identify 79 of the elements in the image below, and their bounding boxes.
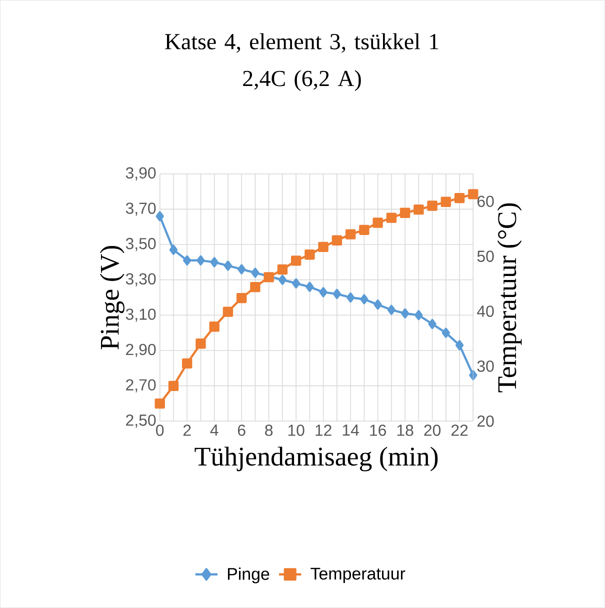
x-tick-label: 10 [288,424,304,436]
chart-title: Katse 4, element 3, tsükkel 1 [165,33,438,53]
x-tick-label: 18 [397,424,414,436]
point [359,224,370,236]
point [400,308,410,318]
x-tick-label: 0 [156,424,164,436]
point [442,328,450,338]
point [306,282,314,292]
point [264,272,274,282]
point [224,260,232,271]
x-axis-title: Tühjendamisaeg (min) [194,446,438,472]
y-tick-label: 2,50 [126,414,156,428]
point [196,338,206,349]
point [469,370,478,380]
point [454,192,465,204]
chart-subtitle: 2,4C (6,2 A) [243,70,361,91]
point [182,358,192,369]
point [237,264,246,274]
x-tick-label: 2 [183,424,191,436]
y2-tick-label: 40 [477,306,494,317]
legend-label: Temperatuur [310,568,406,583]
point [154,398,165,409]
point [304,250,315,260]
point [468,189,478,200]
y2-tick-label: 50 [477,250,494,262]
y2-tick-label: 20 [477,415,494,427]
point [374,299,382,310]
point [427,200,438,211]
x-tick-label: 4 [210,424,218,436]
y-tick-label: 3,90 [126,167,156,180]
point [156,211,164,222]
point [345,229,356,240]
point [346,292,355,303]
point [222,306,234,317]
point [290,256,302,266]
y-tick-label: 3,10 [126,308,156,322]
y-tick-label: 2,90 [126,344,156,358]
point [250,282,260,292]
point [332,288,342,300]
point [400,208,410,218]
point [168,380,179,392]
x-tick-label: 22 [451,424,468,436]
x-tick-label: 8 [265,424,273,436]
point [210,257,218,268]
y-tick-label: 3,30 [126,273,156,286]
x-tick-label: 14 [342,424,359,436]
point [318,242,328,252]
point [332,235,342,246]
y-tick-label: 3,70 [126,202,156,216]
x-tick-label: 16 [370,424,386,436]
point [455,340,464,350]
point [387,304,396,315]
point [440,196,452,207]
x-tick-label: 20 [424,424,441,436]
y2-axis-title: Temperatuur (°C) [497,203,522,392]
y2-tick-label: 60 [477,196,494,207]
point [319,287,328,298]
y-tick-label: 3,50 [126,238,156,252]
y2-tick-label: 30 [477,360,494,372]
point [196,255,205,266]
point [278,274,287,285]
point [292,278,300,288]
point [277,264,288,275]
point [414,204,424,215]
point [251,268,260,278]
point [183,255,192,266]
point [414,310,423,320]
point [360,294,368,304]
x-tick-label: 12 [316,424,332,436]
y-tick-label: 2,70 [126,379,156,392]
point [428,318,436,330]
point [169,244,178,255]
point [209,322,220,332]
legend-label: Pinge [228,568,270,584]
point [386,212,397,223]
point [236,292,247,304]
point [372,218,383,228]
y-axis-title: Pinge (V) [100,246,124,350]
x-tick-label: 6 [238,424,246,436]
